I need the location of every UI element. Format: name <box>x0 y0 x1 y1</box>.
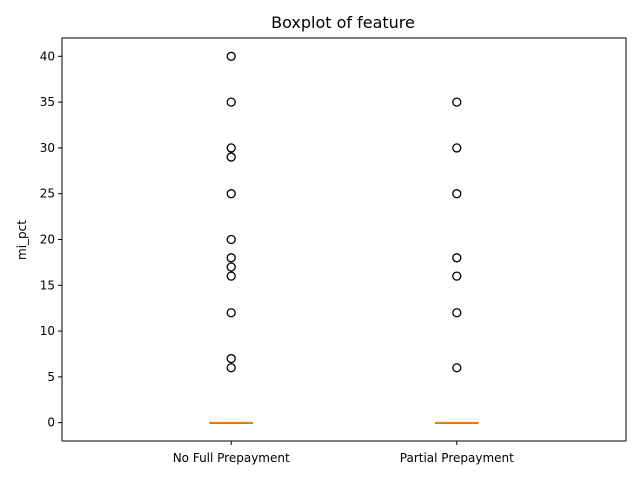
outlier-point <box>226 353 236 364</box>
chart-title: Boxplot of feature <box>271 13 415 32</box>
outlier-point <box>226 234 236 245</box>
outlier-point <box>226 262 236 272</box>
plot-area: 0 5 10 15 20 25 30 35 40 No Full Prepayment Partia… <box>40 49 514 465</box>
outlier-point <box>452 189 462 199</box>
y-tick-label: 20 <box>40 233 55 247</box>
outlier-point <box>226 363 236 373</box>
outlier-point <box>226 97 236 107</box>
y-tick-label: 15 <box>40 278 55 292</box>
outlier-point <box>452 308 462 318</box>
axes-frame <box>61 37 627 442</box>
y-tick-label: 30 <box>40 141 55 155</box>
outlier-point <box>452 97 462 107</box>
x-tick-label: No Full Prepayment <box>173 451 290 465</box>
y-tick-label: 10 <box>40 324 55 338</box>
outlier-point <box>452 143 462 153</box>
outlier-point <box>226 152 236 162</box>
y-tick-label: 25 <box>40 187 55 201</box>
outlier-point <box>226 143 236 153</box>
y-tick-label: 40 <box>40 49 55 63</box>
y-axis-label: mi_pct <box>15 220 29 260</box>
outlier-point <box>226 271 236 281</box>
outlier-point <box>452 363 462 373</box>
outlier-point <box>452 253 462 263</box>
outlier-point <box>226 308 236 318</box>
outlier-point <box>226 51 236 61</box>
y-tick-label: 0 <box>47 416 55 430</box>
outlier-point <box>226 189 236 199</box>
outlier-point <box>226 253 236 263</box>
x-tick-label: Partial Prepayment <box>400 451 514 465</box>
y-tick-label: 35 <box>40 95 55 109</box>
outlier-point <box>452 271 462 281</box>
y-tick-label: 5 <box>47 370 55 384</box>
